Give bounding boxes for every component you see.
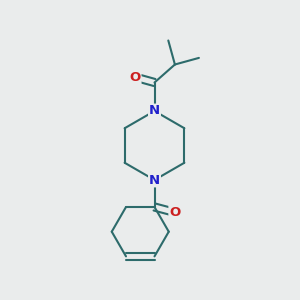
Text: N: N	[149, 173, 160, 187]
Text: O: O	[129, 70, 141, 84]
Text: O: O	[169, 206, 181, 219]
Text: N: N	[149, 104, 160, 118]
